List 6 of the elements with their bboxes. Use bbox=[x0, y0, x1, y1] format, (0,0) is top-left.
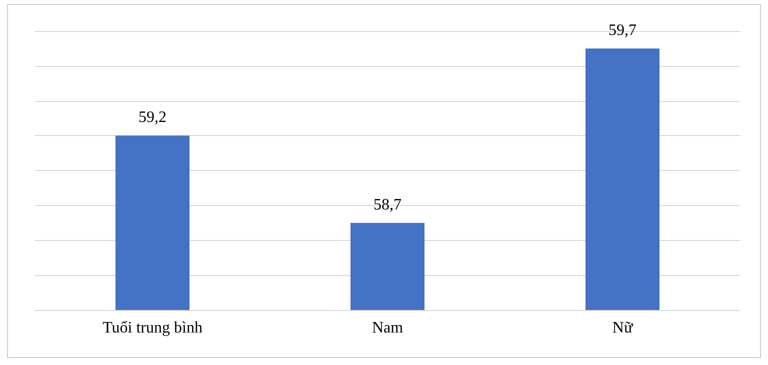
x-tick-label: Nữ bbox=[612, 320, 634, 336]
x-tick-label: Tuổi trung bình bbox=[102, 320, 202, 336]
data-label: 59,2 bbox=[138, 109, 166, 126]
data-label: 58,7 bbox=[374, 196, 402, 214]
data-label: 59,7 bbox=[608, 22, 636, 39]
x-tick-label: Nam bbox=[372, 320, 404, 336]
